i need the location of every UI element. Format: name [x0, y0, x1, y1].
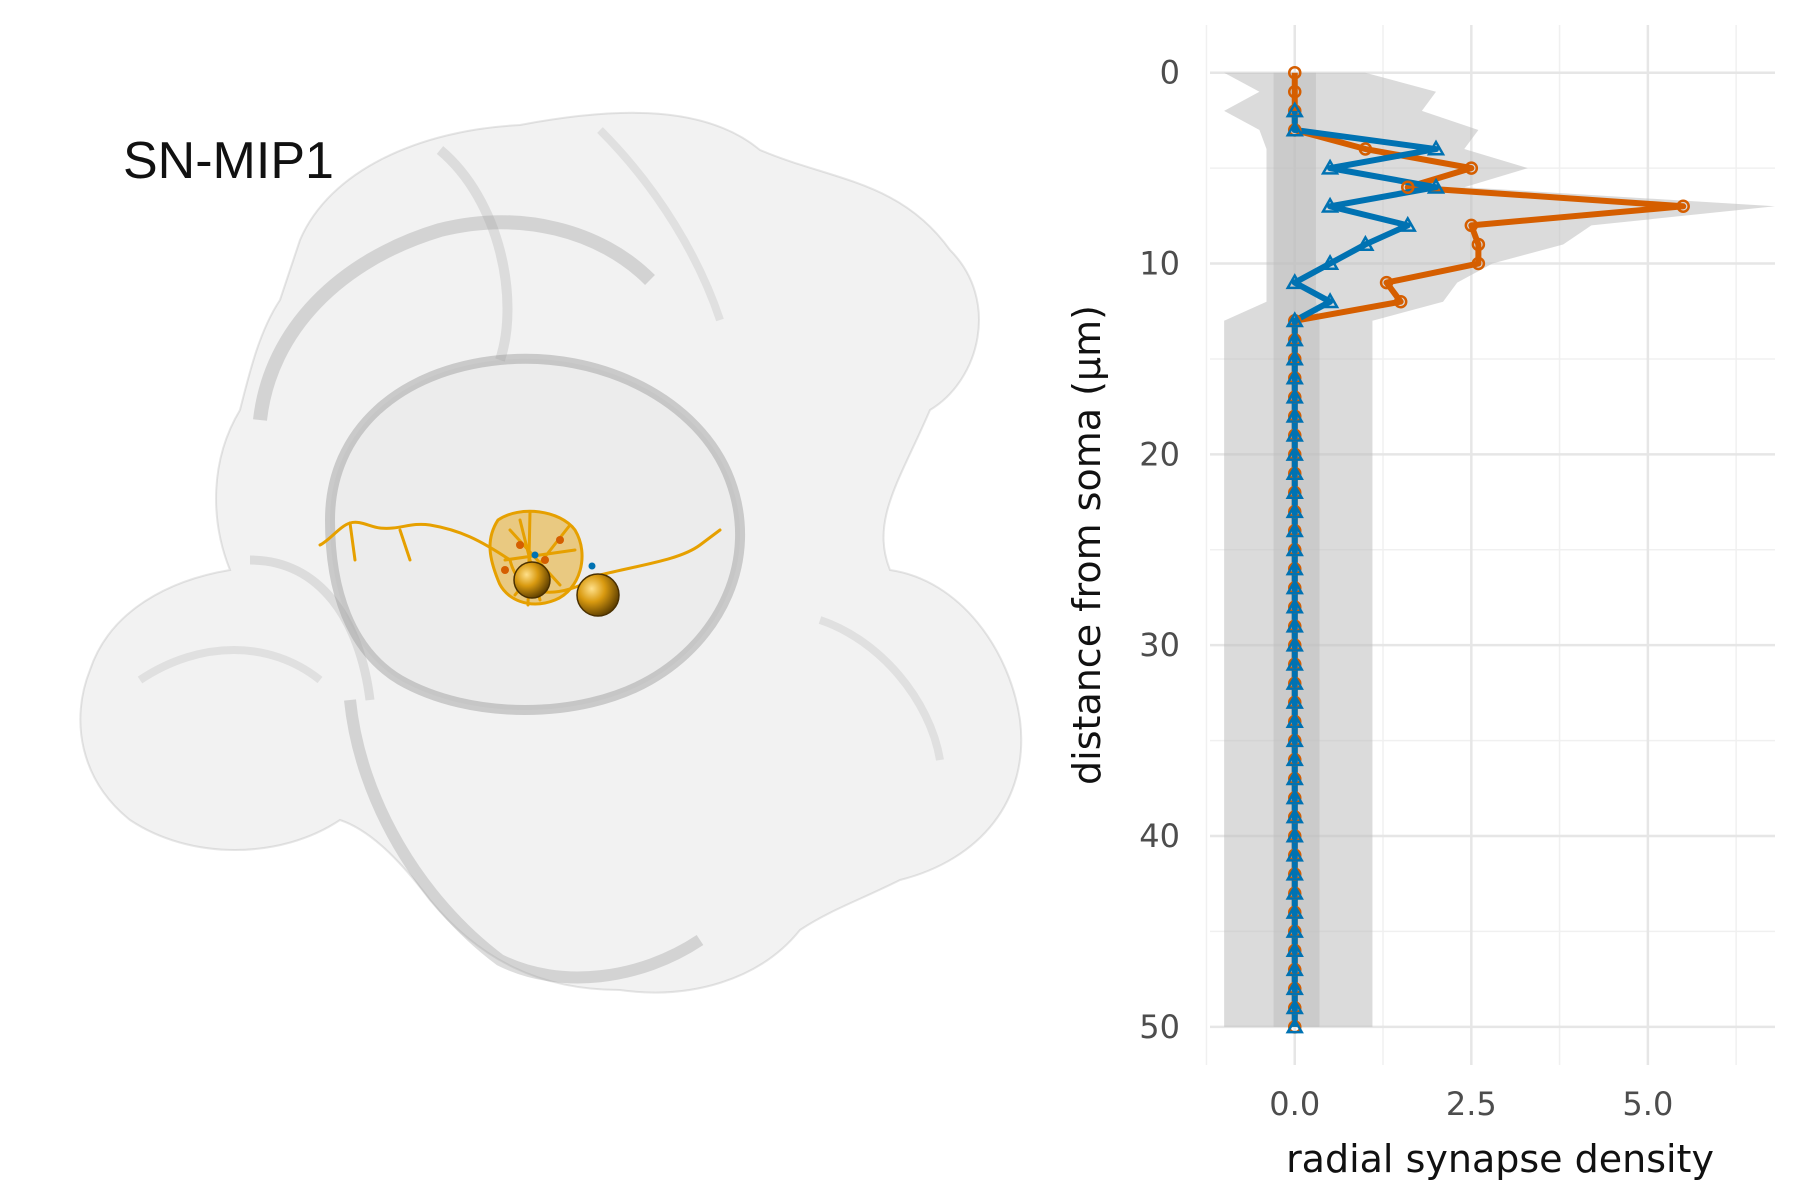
- data-point-triangle: [1285, 101, 1304, 118]
- data-point-triangle: [1285, 960, 1304, 977]
- data-point-triangle: [1285, 120, 1304, 137]
- data-point-triangle: [1285, 502, 1304, 519]
- data-point-circle: [1393, 294, 1408, 309]
- data-point-triangle: [1285, 425, 1304, 442]
- data-point-triangle: [1285, 940, 1304, 958]
- x-tick-label: 0.0: [1269, 1085, 1320, 1123]
- data-point-circle: [1676, 199, 1690, 214]
- y-tick-label: 50: [1139, 1008, 1180, 1046]
- data-point-triangle: [1320, 254, 1340, 271]
- data-point-triangle: [1285, 769, 1304, 786]
- data-point-triangle: [1285, 692, 1304, 709]
- data-point-triangle: [1285, 616, 1304, 633]
- data-point-triangle: [1285, 998, 1304, 1015]
- data-point-triangle: [1285, 826, 1304, 843]
- y-tick-label: 30: [1139, 626, 1180, 664]
- data-point-triangle: [1285, 311, 1304, 328]
- y-axis-label: distance from soma (µm): [1065, 305, 1109, 785]
- data-point-triangle: [1285, 444, 1304, 461]
- data-point-circle: [1358, 142, 1373, 156]
- data-point-triangle: [1426, 177, 1446, 194]
- series-markers: [1285, 65, 1690, 1034]
- x-axis-label: radial synapse density: [1286, 1137, 1714, 1181]
- data-point-triangle: [1356, 234, 1375, 251]
- soma-right: [576, 573, 620, 617]
- x-tick-labels: 0.0 2.5 5.0: [1269, 1085, 1673, 1123]
- data-point-triangle: [1285, 807, 1304, 824]
- data-point-triangle: [1285, 406, 1304, 423]
- data-point-triangle: [1285, 368, 1304, 385]
- data-point-triangle: [1285, 731, 1304, 748]
- data-point-triangle: [1285, 921, 1304, 938]
- synapse-points: [501, 536, 596, 589]
- series-line-2: [1291, 110, 1439, 1027]
- data-point-circle: [1379, 275, 1394, 290]
- data-point-triangle: [1285, 273, 1304, 290]
- y-tick-label: 0: [1160, 54, 1180, 92]
- data-point-triangle: [1285, 387, 1304, 404]
- data-point-circle: [1288, 65, 1302, 80]
- data-point-triangle: [1285, 349, 1304, 366]
- data-point-triangle: [1285, 864, 1304, 881]
- data-point-triangle: [1285, 540, 1304, 557]
- soma-left: [513, 561, 551, 599]
- data-point-triangle: [1285, 979, 1304, 996]
- y-tick-label: 40: [1139, 817, 1180, 855]
- data-point-triangle: [1285, 463, 1304, 480]
- data-point-triangle: [1285, 578, 1304, 595]
- data-point-triangle: [1285, 597, 1304, 614]
- data-point-triangle: [1285, 883, 1304, 900]
- data-point-triangle: [1285, 845, 1304, 862]
- y-tick-labels: 0 10 20 30 40 50: [1139, 54, 1180, 1046]
- data-point-circle: [1471, 256, 1486, 271]
- data-point-triangle: [1320, 158, 1340, 175]
- data-point-triangle: [1398, 215, 1417, 232]
- x-tick-label: 5.0: [1622, 1085, 1673, 1123]
- data-point-circle: [1288, 85, 1302, 99]
- data-point-triangle: [1285, 711, 1304, 729]
- data-point-triangle: [1285, 330, 1304, 347]
- data-point-circle: [1471, 237, 1486, 252]
- data-point-circle: [1464, 161, 1479, 175]
- panel-label: SN-MIP1: [123, 132, 334, 190]
- y-tick-label: 10: [1139, 245, 1180, 283]
- x-tick-label: 2.5: [1446, 1085, 1497, 1123]
- data-point-triangle: [1285, 750, 1304, 767]
- data-point-triangle: [1285, 902, 1304, 919]
- data-point-triangle: [1426, 139, 1446, 156]
- neuron-render-panel: SN-MIP1: [79, 111, 1023, 994]
- y-tick-label: 20: [1139, 435, 1180, 473]
- data-point-triangle: [1320, 292, 1340, 309]
- data-point-triangle: [1285, 654, 1304, 671]
- data-point-circle: [1401, 180, 1415, 194]
- data-point-triangle: [1285, 788, 1304, 805]
- data-point-triangle: [1285, 521, 1304, 538]
- density-chart: 0.0 2.5 5.0 0 10 20 30 40 50 radial synapse den…: [1065, 25, 1775, 1181]
- data-point-triangle: [1320, 196, 1340, 213]
- data-point-circle: [1464, 218, 1479, 233]
- data-point-triangle: [1285, 673, 1304, 690]
- data-point-triangle: [1285, 483, 1304, 500]
- data-point-triangle: [1285, 1017, 1304, 1034]
- data-point-triangle: [1285, 635, 1304, 652]
- data-point-triangle: [1285, 559, 1304, 576]
